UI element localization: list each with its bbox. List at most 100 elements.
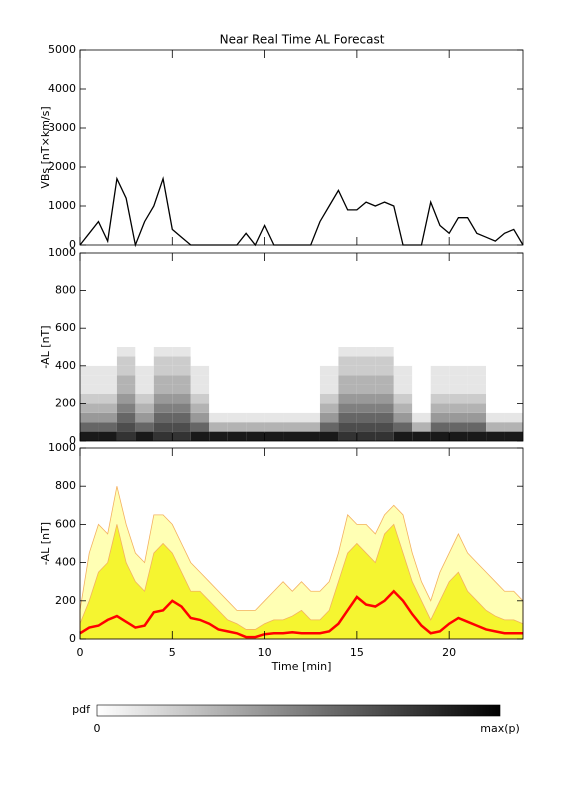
y-tick-label: 400 [55,359,76,372]
pdf-cell [412,365,431,376]
pdf-cell [393,412,413,423]
pdf-cell [264,431,284,441]
pdf-cell [264,365,284,376]
y-axis-label: VBs [nT×km/s] [39,106,52,188]
y-tick-label: 4000 [48,82,76,95]
pdf-cell [338,365,357,376]
pdf-cell [393,394,413,404]
pdf-cell [356,365,376,376]
pdf-cell [430,431,450,441]
pdf-cell [190,384,210,394]
pdf-cell [264,356,284,366]
pdf-cell [319,375,339,385]
pdf-cell [209,365,228,376]
pdf-cell [246,347,265,357]
pdf-cell [301,365,320,376]
pdf-cell [153,384,173,394]
pdf-cell [190,375,210,385]
y-tick-label: 1000 [48,441,76,454]
chart-title: Near Real Time AL Forecast [220,33,385,47]
pdf-cell [486,403,505,413]
y-tick-label: 600 [55,321,76,334]
pdf-cell [172,422,191,432]
pdf-cell [486,347,505,357]
pdf-cell [430,384,450,394]
pdf-cell [338,403,357,413]
pdf-cell [264,384,284,394]
pdf-cell [246,394,265,404]
pdf-cell [227,384,247,394]
pdf-cell [283,384,302,394]
pdf-cell [467,365,487,376]
pdf-cell [135,412,154,423]
pdf-cell [430,375,450,385]
pdf-cell [467,403,487,413]
pdf-cell [209,403,228,413]
pdf-cell [504,356,523,366]
pdf-cell [227,431,247,441]
pdf-cell [356,422,376,432]
pdf-cell [430,356,450,366]
pdf-cell [172,403,191,413]
pdf-cell [153,356,173,366]
pdf-cell [283,403,302,413]
pdf-cell [246,384,265,394]
pdf-cell [449,384,468,394]
pdf-cell [338,375,357,385]
pdf-cell [264,375,284,385]
pdf-cell [135,422,154,432]
pdf-cell [504,347,523,357]
pdf-cell [98,412,117,423]
pdf-cell [116,403,136,413]
pdf-cell [80,412,99,423]
pdf-cell [172,375,191,385]
y-tick-label: 0 [69,238,76,251]
pdf-cell [467,356,487,366]
pdf-cell [319,384,339,394]
pdf-cell [153,347,173,357]
pdf-cell [412,394,431,404]
pdf-cell [356,412,376,423]
pdf-cell [412,431,431,441]
percentile-band [79,523,524,640]
pdf-cell [98,356,117,366]
pdf-cell [486,394,505,404]
pdf-cell [504,403,523,413]
pdf-cell [504,422,523,432]
pdf-cell [375,394,394,404]
pdf-cell [375,384,394,394]
pdf-cell [98,431,117,441]
pdf-cell [504,365,523,376]
pdf-cell [393,431,413,441]
pdf-cell [135,403,154,413]
pdf-cell [467,375,487,385]
pdf-cell [430,412,450,423]
pdf-cell [190,365,210,376]
pdf-cell [172,365,191,376]
y-tick-label: 200 [55,396,76,409]
pdf-cell [227,412,247,423]
pdf-cell [209,394,228,404]
y-tick-label: 800 [55,479,76,492]
pdf-cell [98,365,117,376]
pdf-cell [80,394,99,404]
pdf-cell [393,356,413,366]
pdf-cell [172,394,191,404]
pdf-cell [227,422,247,432]
pdf-cell [375,431,394,441]
pdf-cell [393,403,413,413]
pdf-cell [338,347,357,357]
pdf-cell [172,347,191,357]
pdf-cell [264,394,284,404]
pdf-cell [356,384,376,394]
pdf-cell [246,422,265,432]
y-tick-label: 800 [55,284,76,297]
pdf-cell [227,375,247,385]
pdf-cell [449,403,468,413]
pdf-cell [190,347,210,357]
y-tick-label: 2000 [48,160,76,173]
pdf-cell [153,412,173,423]
pdf-cell [430,422,450,432]
pdf-cell [153,365,173,376]
